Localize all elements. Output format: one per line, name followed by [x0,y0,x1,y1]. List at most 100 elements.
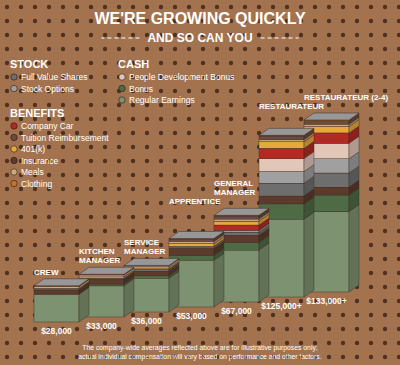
legend-group-title: BENEFITS [10,107,64,119]
bar-segment [169,242,214,244]
bar-segment [259,142,304,148]
category-label: RESTAURATEUR (2-4) [304,93,388,102]
legend-swatch [11,74,17,80]
legend-entry: Company Car [21,121,74,131]
legend-entry: 401(k) [21,144,45,154]
category-label-line: SERVICE [124,238,161,247]
bar-segment [259,140,304,142]
legend-swatch [11,157,17,163]
total-label: $33,000 [86,321,117,331]
category-label: RESTAURATEUR [259,102,324,111]
bar-segment [259,172,304,184]
bar-segment-side [259,228,269,242]
bar-segment [214,219,259,221]
bar-segment [259,136,304,140]
bar-segment [259,196,304,204]
legend-swatch [119,74,125,80]
total-label: $36,000 [131,316,162,326]
legend-entry: People Development Bonus [129,72,234,82]
total-label: $67,000 [221,306,252,316]
legend-swatch [11,146,17,152]
bar-segment [34,289,79,290]
bar [34,279,89,322]
legend-swatch [11,123,17,129]
legend-entry: Meals [21,167,44,177]
bar-segment [214,221,259,225]
legend-entry: Regular Earnings [129,95,195,105]
category-label: APPRENTICE [169,197,221,206]
subtitle-dash [101,37,139,38]
bar-segment-side [349,205,359,292]
labels: $28,000$33,000$36,000$53,000$67,000$125,… [34,93,388,336]
category-label-line: MANAGER [214,188,256,197]
bar-top [79,267,134,274]
legend: STOCK Full Value Shares Stock Options CASH P… [10,58,234,189]
bar-segment-side [169,271,179,312]
legend-swatch [119,85,125,91]
bar-segment [304,121,349,125]
bar-segment-side [124,279,134,317]
bar-segment [34,286,79,288]
legend-swatch [11,180,17,186]
legend-swatch [11,169,17,175]
category-label: GENERAL MANAGER [214,179,256,197]
bar-top [124,258,179,265]
category-label-line: MANAGER [79,256,121,265]
footnote: actual individual compensation will vary… [78,353,321,361]
legend-entry: Tuition Reimbursement [21,133,109,143]
category-label: CREW [34,268,59,277]
bars [34,113,359,322]
bar-top [169,231,224,238]
bar-segment [259,183,304,196]
bar-segment [259,159,304,172]
category-label: SERVICE MANAGER [124,238,166,256]
bar-segment-side [259,243,269,302]
legend-entry: Full Value Shares [21,72,87,82]
bar-segment [169,244,214,247]
bar-segment [169,249,214,255]
legend-group-title: STOCK [10,58,48,70]
legend-entry: Clothing [21,179,52,189]
title: WE'RE GROWING QUICKLY [94,10,306,27]
bar-segment [34,289,79,290]
footnote: The company-wide averages reflected abov… [82,344,317,352]
category-label-line: RESTAURATEUR (2-4) [304,93,388,102]
bar-segment-side [214,242,224,255]
bar-segment-side [304,212,314,297]
category-label-line: RESTAURATEUR [259,102,324,111]
category-label-line: KITCHEN [79,247,117,256]
legend-swatch [11,134,17,140]
subtitle-dash [261,37,299,38]
bar-top [34,279,89,286]
bar-segment [34,294,79,322]
legend-entry: Stock Options [21,84,74,94]
total-label: $133,000+ [306,296,346,306]
legend-swatch [11,85,17,91]
total-label: $53,000 [176,311,207,321]
bar-segment [304,125,349,127]
bar-segment-side [214,253,224,307]
bar-segment [34,290,79,294]
subtitle: AND SO CAN YOU [147,31,252,45]
category-label-line: MANAGER [124,247,166,256]
category-label-line: APPRENTICE [169,197,221,206]
infographic: WE'RE GROWING QUICKLY AND SO CAN YOU STOCK… [0,0,400,365]
bar-segment [259,148,304,158]
category-label: KITCHEN MANAGER [79,247,121,265]
bar-segment [169,239,214,242]
background [0,0,400,365]
legend-swatch [119,97,125,103]
legend-group-title: CASH [118,58,149,70]
bar-segment [79,275,124,277]
legend-entry: Bonus [129,84,153,94]
bar-top [214,208,269,215]
bar-top [304,113,359,120]
category-label-line: CREW [34,268,59,277]
legend-entry: Insurance [21,156,59,166]
bar-segment-side [304,189,314,204]
bar-segment [214,216,259,219]
bar-top [259,128,314,135]
bar-segment [34,289,79,290]
bar-segment-side [349,180,359,195]
bar-segment [214,225,259,230]
